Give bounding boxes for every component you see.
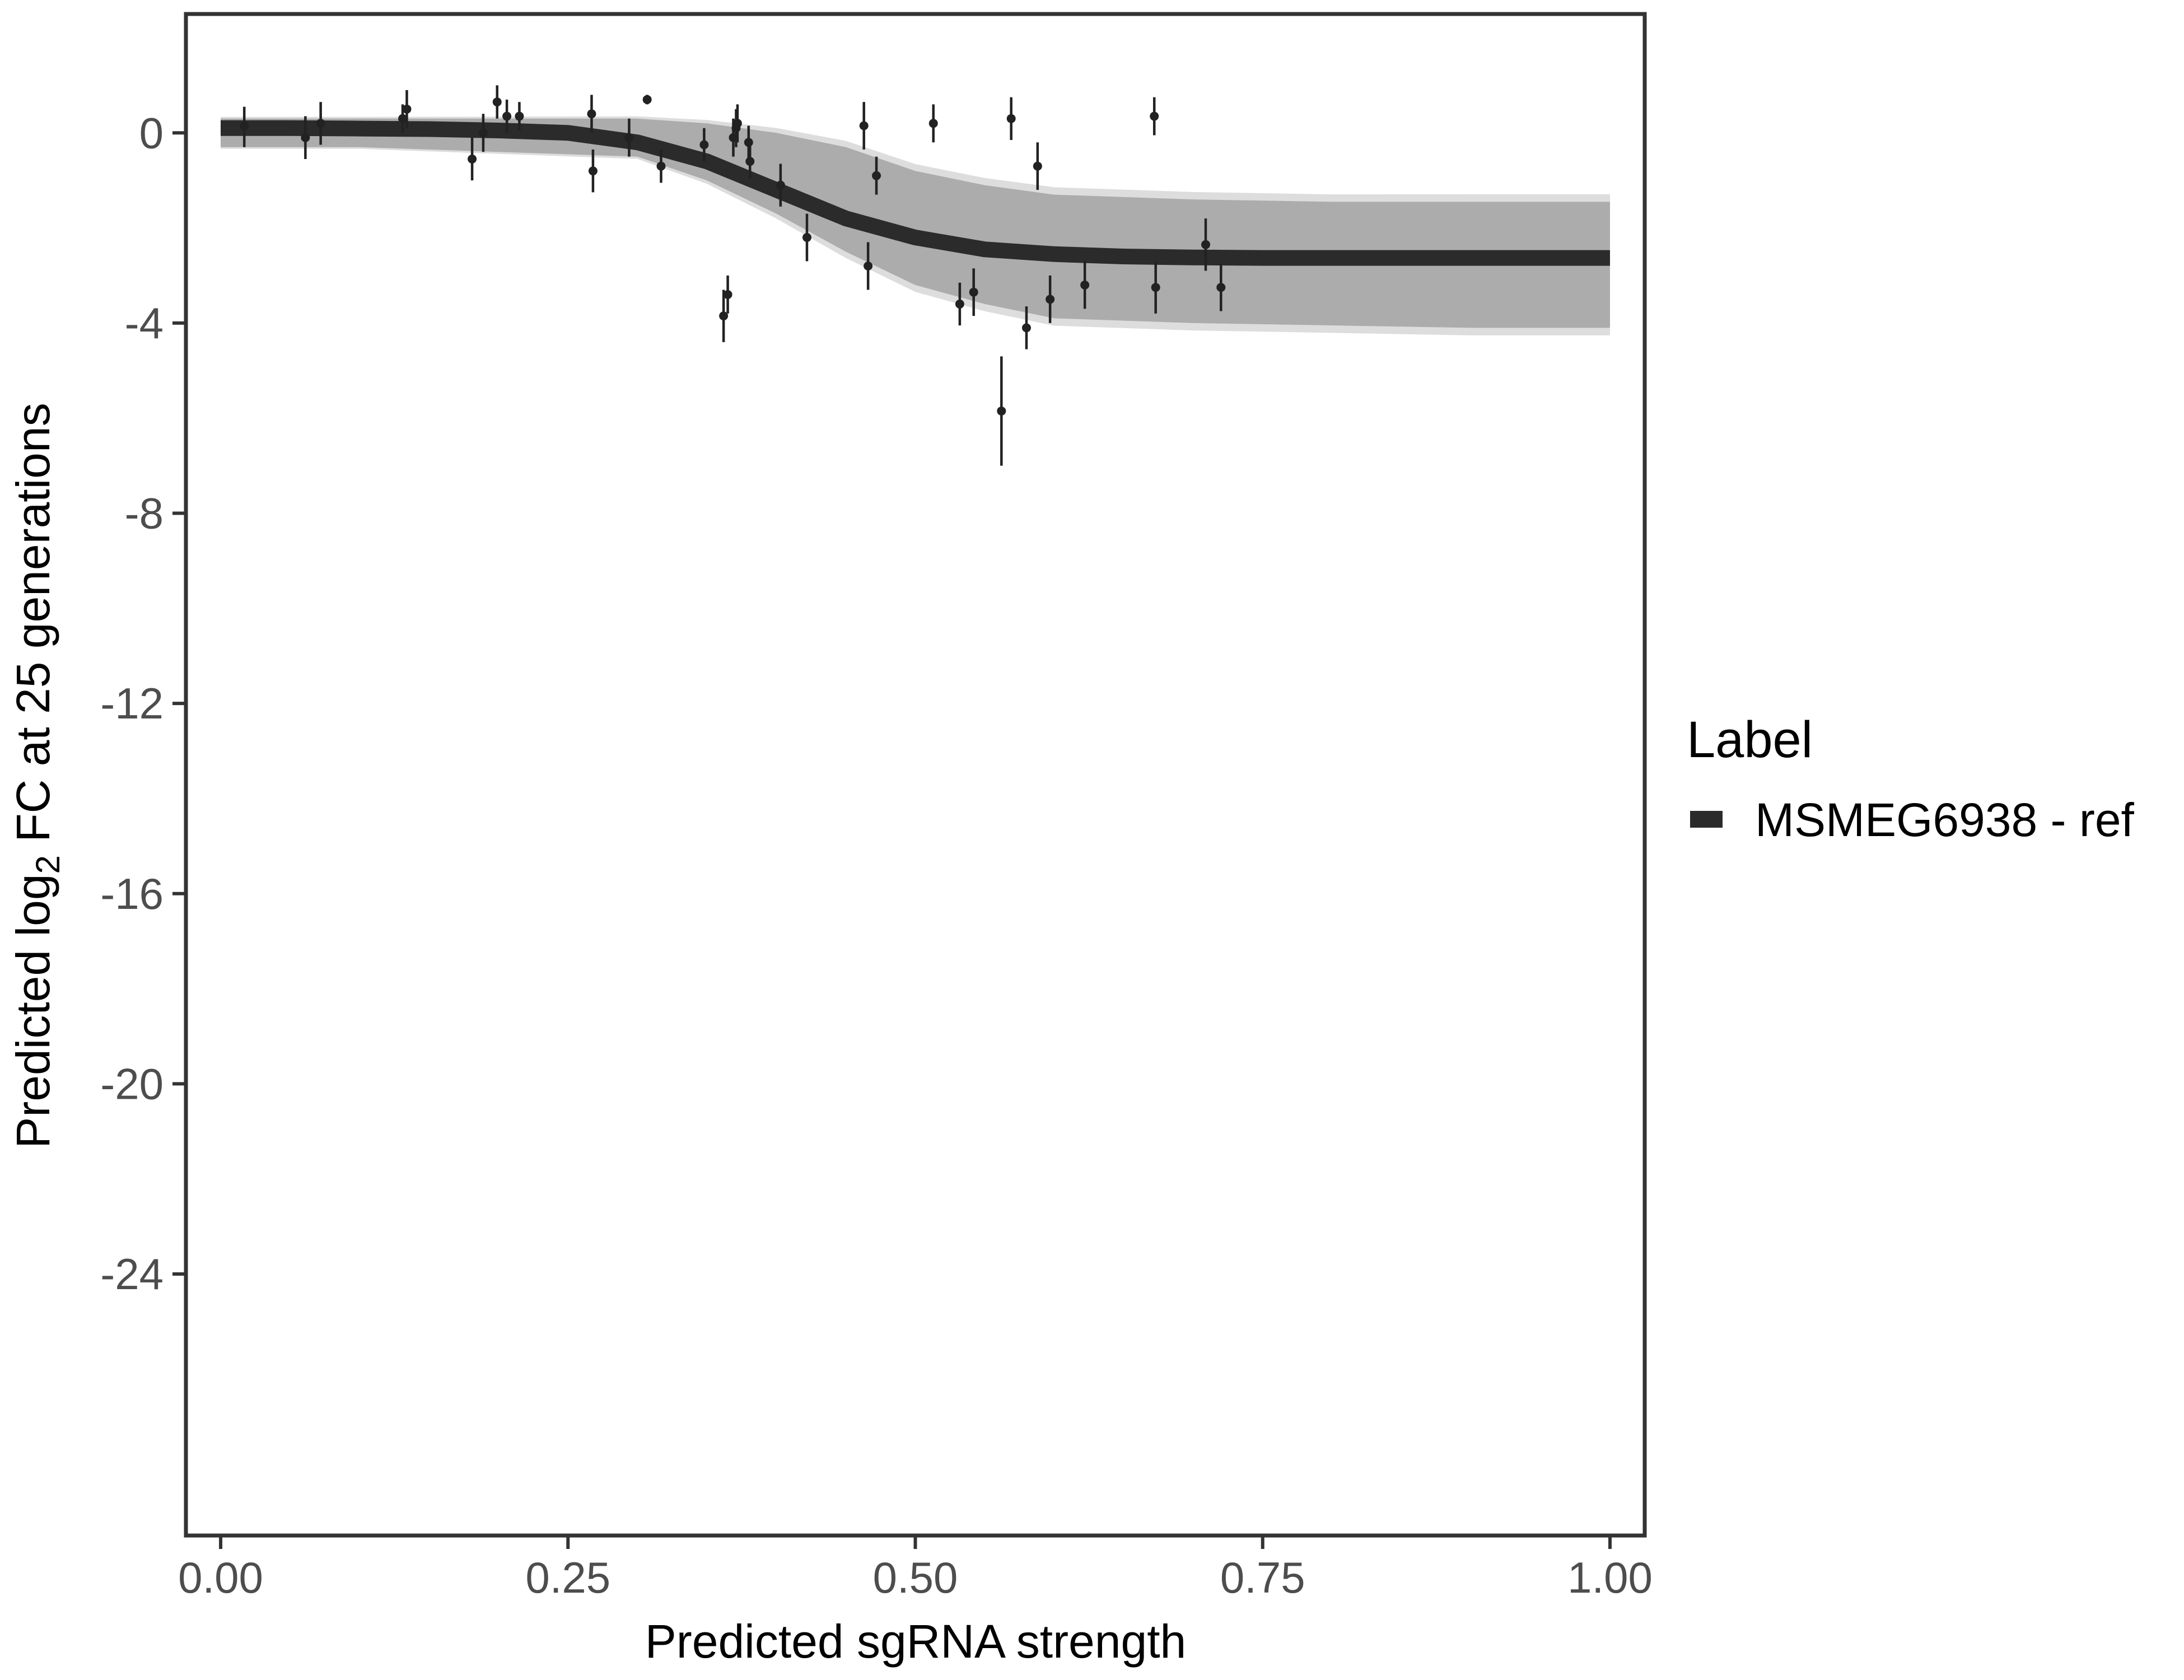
fit-curve-msmeg6938-ref (221, 120, 1610, 266)
data-point-31 (997, 406, 1006, 416)
data-point-35 (1046, 295, 1055, 304)
data-point-20 (732, 119, 742, 128)
data-point-4 (402, 104, 412, 114)
data-point-12 (624, 133, 634, 142)
data-point-26 (864, 262, 873, 271)
y-axis-label-prefix: Predicted log (7, 874, 59, 1148)
data-point-2 (316, 119, 325, 128)
data-point-28 (928, 119, 938, 128)
data-point-14 (656, 161, 666, 171)
y-tick-label-5: -20 (100, 1059, 164, 1108)
data-point-9 (515, 111, 524, 121)
data-point-33 (1021, 323, 1031, 333)
data-point-23 (776, 180, 785, 190)
data-point-24 (802, 233, 811, 242)
data-point-3 (398, 114, 408, 123)
x-tick-label-2: 0.50 (873, 1553, 958, 1602)
data-point-17 (723, 290, 732, 299)
x-axis-label: Predicted sgRNA strength (645, 1615, 1187, 1668)
data-point-5 (468, 154, 477, 164)
legend-label-msmeg6938-ref: MSMEG6938 - ref (1755, 794, 2135, 846)
data-point-6 (478, 128, 488, 138)
x-tick-label-1: 0.25 (525, 1553, 610, 1602)
y-tick-label-6: -24 (100, 1249, 164, 1299)
data-point-25 (859, 121, 869, 130)
data-point-10 (587, 109, 596, 119)
data-point-38 (1151, 283, 1160, 292)
plot-panel-border (184, 12, 1647, 1538)
y-tick-label-2: -8 (125, 489, 164, 538)
data-point-36 (1080, 280, 1090, 290)
data-point-27 (872, 171, 881, 180)
x-tick-label-3: 0.75 (1220, 1553, 1305, 1602)
data-point-40 (1216, 283, 1226, 292)
y-axis-label: Predicted log2 FC at 25 generations (7, 403, 67, 1149)
data-point-21 (744, 138, 753, 147)
y-tick-label-3: -12 (100, 679, 164, 728)
data-point-16 (719, 311, 729, 321)
data-point-22 (745, 157, 755, 166)
y-axis-label-suffix: FC at 25 generations (7, 403, 59, 855)
data-point-7 (492, 97, 502, 107)
x-tick-label-0: 0.00 (178, 1553, 263, 1602)
y-tick-label-0: 0 (139, 108, 164, 157)
data-points-layer (240, 85, 1226, 466)
y-axis-label-subscript: 2 (29, 855, 67, 874)
data-point-8 (502, 111, 512, 121)
data-point-29 (955, 299, 964, 309)
x-tick-label-4: 1.00 (1567, 1553, 1653, 1602)
legend-key-msmeg6938-ref (1690, 811, 1723, 828)
data-point-34 (1033, 161, 1042, 171)
data-point-30 (969, 287, 978, 297)
legend-title: Label (1687, 711, 1813, 768)
x-axis: 0.00 0.25 0.50 0.75 1.00 (178, 1537, 1653, 1602)
data-point-0 (240, 121, 249, 130)
legend: Label MSMEG6938 - ref (1687, 711, 2135, 846)
data-point-39 (1201, 240, 1211, 249)
y-axis: 0 -4 -8 -12 -16 -20 -24 (100, 108, 184, 1299)
y-tick-label-4: -16 (100, 869, 164, 918)
fit-curve-layer (221, 120, 1610, 266)
data-point-11 (588, 166, 598, 176)
data-point-1 (301, 133, 310, 142)
data-point-32 (1006, 114, 1016, 123)
posterior-ribbon (221, 116, 1610, 335)
y-tick-label-1: -4 (125, 298, 164, 348)
data-point-13 (642, 95, 652, 104)
data-point-15 (699, 140, 709, 150)
ribbon-inner (221, 118, 1610, 328)
data-point-37 (1150, 111, 1159, 121)
